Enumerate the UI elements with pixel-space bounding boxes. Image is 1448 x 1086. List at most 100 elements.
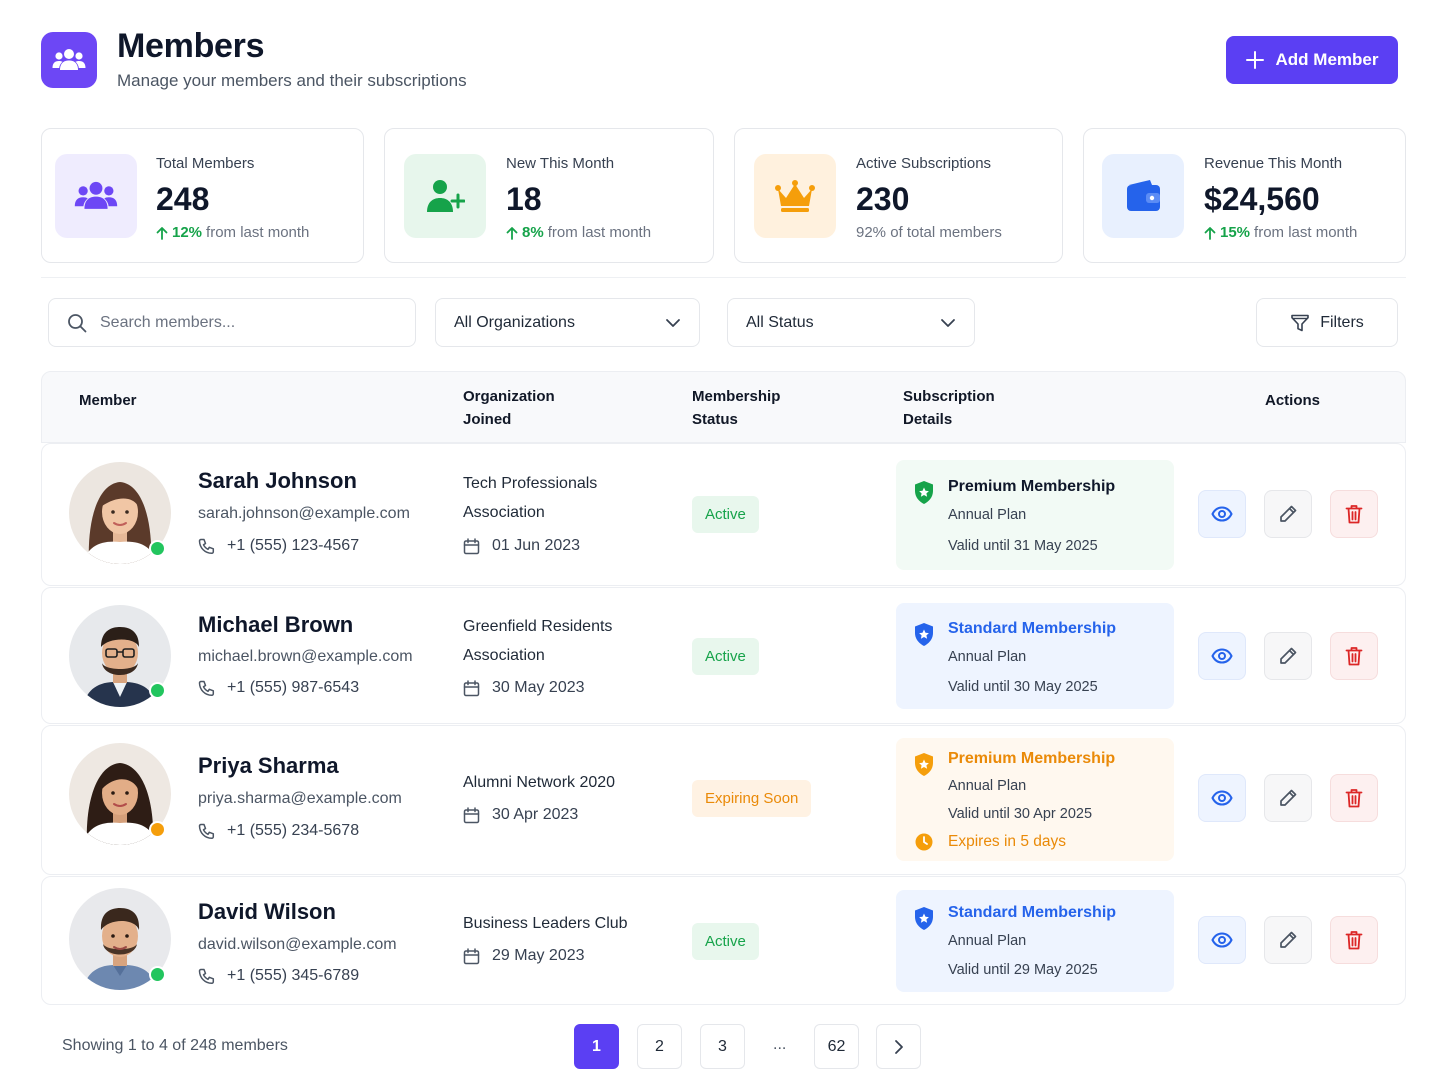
user-plus-icon [427,180,465,212]
page-button[interactable]: 62 [814,1024,859,1069]
pencil-icon [1280,789,1297,806]
phone-icon [198,538,215,554]
trash-icon [1345,931,1363,950]
stat-trend-text: from last month [547,224,652,241]
stat-trend-text: from last month [1254,224,1358,241]
stat-icon-box [404,154,486,238]
billing-cycle: Annual Plan [948,507,1027,523]
delete-button[interactable] [1330,632,1378,680]
presence-away-dot [149,821,166,838]
presence-online-dot [149,540,166,557]
avatar [69,462,171,564]
edit-button[interactable] [1264,774,1312,822]
stat-icon-box [55,154,137,238]
member-email[interactable]: michael.brown@example.com [198,648,413,665]
eye-icon [1211,790,1233,806]
table-row: Sarah Johnson sarah.johnson@example.com … [41,443,1406,586]
status-select[interactable]: All Status [727,298,975,347]
delete-button[interactable] [1330,490,1378,538]
subscription-details: Standard Membership Annual Plan Valid un… [896,603,1174,709]
member-phone: +1 (555) 234-5678 [198,822,359,840]
delete-button[interactable] [1330,916,1378,964]
joined-date: 30 May 2023 [463,679,585,697]
page-button[interactable]: 3 [700,1024,745,1069]
member-phone-text: +1 (555) 123-4567 [227,537,360,554]
member-name[interactable]: David Wilson [198,899,336,924]
stat-trend: 12% from last month [156,224,309,241]
member-name[interactable]: Sarah Johnson [198,468,357,493]
stat-trend-pct: 12% [172,224,203,241]
stat-label: Active Subscriptions [856,155,992,172]
organization-name: Alumni Network 2020 [463,774,616,791]
chevron-right-icon [894,1039,903,1054]
member-phone: +1 (555) 345-6789 [198,967,359,985]
search-input[interactable] [100,313,390,332]
organization-name: Tech Professionals Association [463,475,598,521]
calendar-icon [463,679,480,696]
delete-button[interactable] [1330,774,1378,822]
stat-label: Revenue This Month [1204,155,1343,172]
phone-icon [198,968,215,984]
trash-icon [1345,789,1363,808]
pagination-ellipsis: ... [773,1036,787,1053]
stat-trend: 8% from last month [506,224,651,241]
members-logo [41,32,97,88]
view-button[interactable] [1198,774,1246,822]
stat-icon-box [754,154,836,238]
arrow-up-icon [1204,226,1216,240]
chevron-down-icon [941,318,955,327]
joined-date: 30 Apr 2023 [463,806,578,824]
table-row: Michael Brown michael.brown@example.com … [41,587,1406,724]
view-button[interactable] [1198,490,1246,538]
edit-button[interactable] [1264,490,1312,538]
shield-star-icon [915,481,933,504]
users-icon [52,49,86,70]
subscription-details: Standard Membership Annual Plan Valid un… [896,890,1174,992]
arrow-up-icon [506,226,518,240]
page-button-current[interactable]: 1 [574,1024,619,1069]
member-phone-text: +1 (555) 987-6543 [227,679,360,696]
organization-name: Greenfield Residents Association [463,618,613,664]
next-page-button[interactable] [876,1024,921,1069]
member-email[interactable]: sarah.johnson@example.com [198,505,410,522]
filters-button[interactable]: Filters [1256,298,1398,347]
billing-cycle: Annual Plan [948,649,1027,665]
valid-until: Valid until 29 May 2025 [948,962,1098,978]
organization-name: Business Leaders Club [463,915,628,932]
filters-label: Filters [1320,313,1364,331]
member-name[interactable]: Priya Sharma [198,753,339,778]
plan-name: Premium Membership [948,478,1116,495]
edit-button[interactable] [1264,916,1312,964]
calendar-icon [463,537,480,554]
stat-value: 18 [506,181,542,217]
column-header-member: Member [79,392,137,409]
member-phone: +1 (555) 987-6543 [198,679,359,697]
member-email[interactable]: david.wilson@example.com [198,936,397,953]
shield-star-icon [915,907,933,930]
crown-icon [775,180,815,212]
calendar-icon [463,806,480,823]
expiry-note: Expires in 5 days [948,833,1067,850]
member-name[interactable]: Michael Brown [198,612,354,637]
organization-select[interactable]: All Organizations [435,298,700,347]
stat-trend: 92% of total members [856,224,1002,241]
edit-button[interactable] [1264,632,1312,680]
page-title: Members [117,27,265,65]
table-header: Member Organization Joined Membership St… [41,371,1406,443]
status-badge: Active [692,496,759,533]
status-badge: Expiring Soon [692,780,812,817]
shield-star-icon [915,623,933,646]
page-button[interactable]: 2 [637,1024,682,1069]
joined-date: 01 Jun 2023 [463,537,580,555]
stat-value: 230 [856,181,910,217]
view-button[interactable] [1198,632,1246,680]
search-field[interactable] [48,298,416,347]
member-email[interactable]: priya.sharma@example.com [198,790,402,807]
status-badge: Active [692,923,759,960]
eye-icon [1211,932,1233,948]
eye-icon [1211,506,1233,522]
add-member-button[interactable]: Add Member [1226,36,1398,84]
pencil-icon [1280,647,1297,664]
view-button[interactable] [1198,916,1246,964]
pencil-icon [1280,505,1297,522]
